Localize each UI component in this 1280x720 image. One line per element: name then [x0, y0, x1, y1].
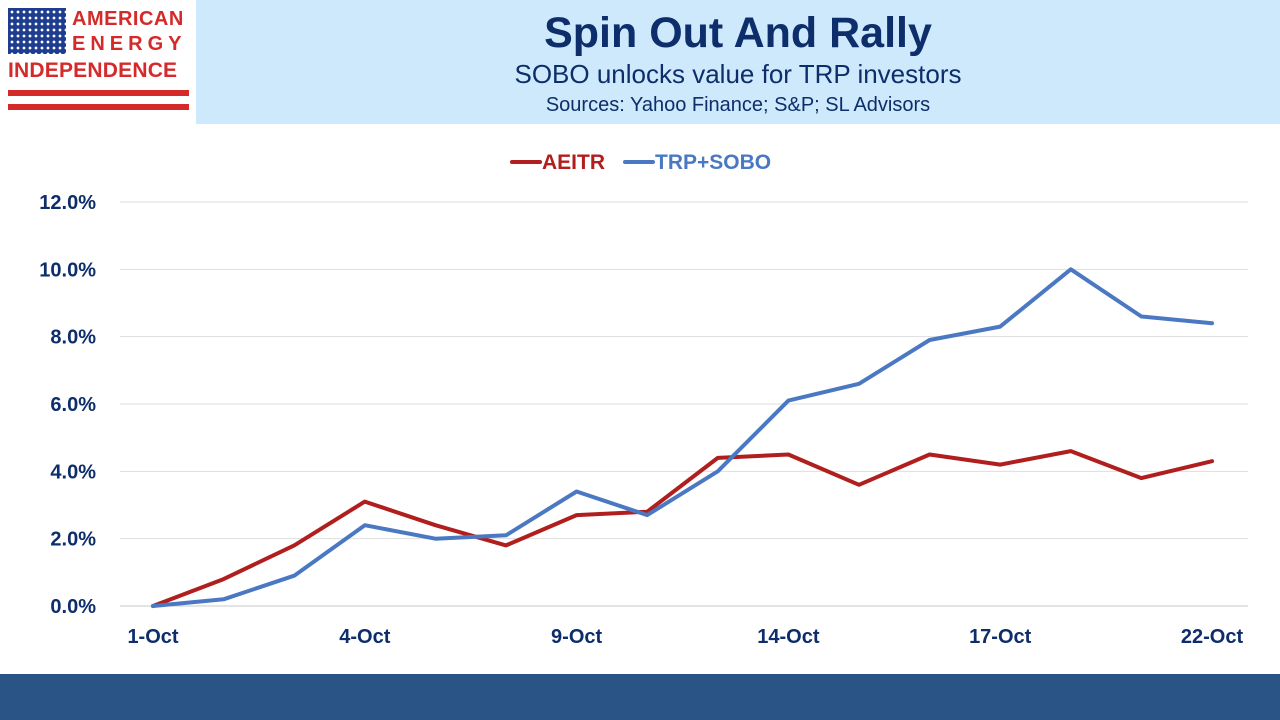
y-axis: 0.0% 2.0% 4.0% 6.0% 8.0% 10.0% 12.0%: [39, 192, 96, 618]
logo-line-3: INDEPENDENCE: [8, 59, 178, 82]
footer-bar: [0, 674, 1280, 720]
y-tick-label: 10.0%: [39, 259, 96, 281]
y-tick-label: 8.0%: [50, 327, 96, 349]
x-tick-label: 14-Oct: [757, 626, 820, 648]
logo-stripe: [8, 90, 189, 96]
legend: AEITR TRP+SOBO: [510, 151, 771, 174]
x-tick-label: 1-Oct: [127, 626, 178, 648]
series-line-aeitr: [151, 449, 1214, 608]
y-tick-label: 12.0%: [39, 192, 96, 214]
y-tick-label: 4.0%: [50, 461, 96, 483]
series-group: [151, 267, 1214, 608]
x-tick-label: 22-Oct: [1181, 626, 1244, 648]
logo-line-1: AMERICAN: [72, 8, 184, 30]
legend-label: TRP+SOBO: [655, 151, 771, 174]
x-tick-label: 4-Oct: [339, 626, 390, 648]
logo-line-2: ENERGY: [72, 33, 187, 55]
series-line-trp-sobo: [151, 267, 1214, 608]
x-tick-label: 17-Oct: [969, 626, 1032, 648]
header-banner: Spin Out And Rally SOBO unlocks value fo…: [196, 0, 1280, 124]
grid-lines: [120, 201, 1248, 607]
sources-note: Sources: Yahoo Finance; S&P; SL Advisors: [545, 94, 931, 116]
flag-icon: [8, 8, 66, 54]
legend-label: AEITR: [542, 151, 605, 174]
line-chart: AEITR TRP+SOBO 0.0% 2.0% 4.0% 6.0% 8.0% 10.0% 1…: [39, 151, 1248, 648]
logo-stripe: [8, 104, 189, 110]
chart-subtitle: SOBO unlocks value for TRP investors: [514, 59, 962, 89]
x-axis: 1-Oct 4-Oct 9-Oct 14-Oct 17-Oct 22-Oct: [127, 626, 1243, 648]
y-tick-label: 0.0%: [50, 596, 96, 618]
x-tick-label: 9-Oct: [551, 626, 602, 648]
y-tick-label: 2.0%: [50, 529, 96, 551]
logo: AMERICAN ENERGY INDEPENDENCE: [0, 0, 196, 124]
y-tick-label: 6.0%: [50, 394, 96, 416]
chart-title: Spin Out And Rally: [544, 9, 932, 57]
